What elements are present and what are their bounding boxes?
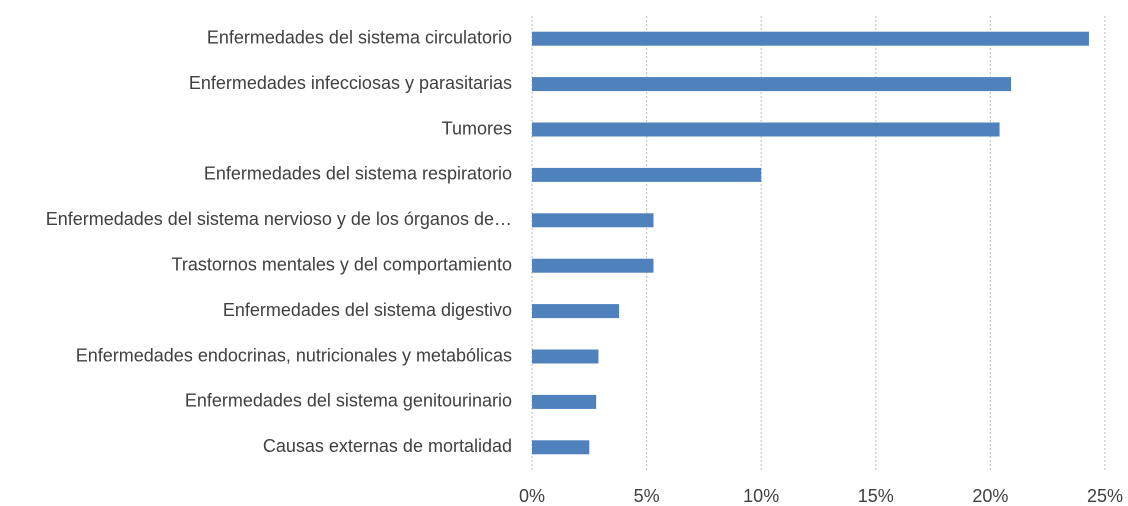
x-tick-label: 0% <box>519 486 545 506</box>
x-tick-label: 10% <box>743 486 779 506</box>
y-tick-label: Causas externas de mortalidad <box>263 436 512 456</box>
y-tick-label: Trastornos mentales y del comportamiento <box>172 254 512 274</box>
bar <box>532 258 654 273</box>
x-tick-label: 25% <box>1087 486 1123 506</box>
y-tick-label: Tumores <box>442 118 512 138</box>
bar <box>532 31 1089 46</box>
y-tick-label: Enfermedades endocrinas, nutricionales y… <box>76 345 512 365</box>
bar <box>532 122 1000 137</box>
y-tick-label: Enfermedades del sistema digestivo <box>223 300 512 320</box>
y-tick-label: Enfermedades del sistema respiratorio <box>204 164 512 184</box>
bar <box>532 349 599 364</box>
bar <box>532 167 762 182</box>
bar <box>532 213 654 228</box>
x-tick-label: 5% <box>634 486 660 506</box>
bar <box>532 304 620 319</box>
y-tick-label: Enfermedades del sistema circulatorio <box>207 27 512 47</box>
bar <box>532 440 590 455</box>
y-tick-label: Enfermedades infecciosas y parasitarias <box>189 73 512 93</box>
x-tick-label: 20% <box>972 486 1008 506</box>
y-tick-label: Enfermedades del sistema genitourinario <box>185 391 512 411</box>
x-tick-label: 15% <box>858 486 894 506</box>
y-tick-label: Enfermedades del sistema nervioso y de l… <box>46 209 512 229</box>
bar <box>532 77 1012 92</box>
bar <box>532 394 597 409</box>
